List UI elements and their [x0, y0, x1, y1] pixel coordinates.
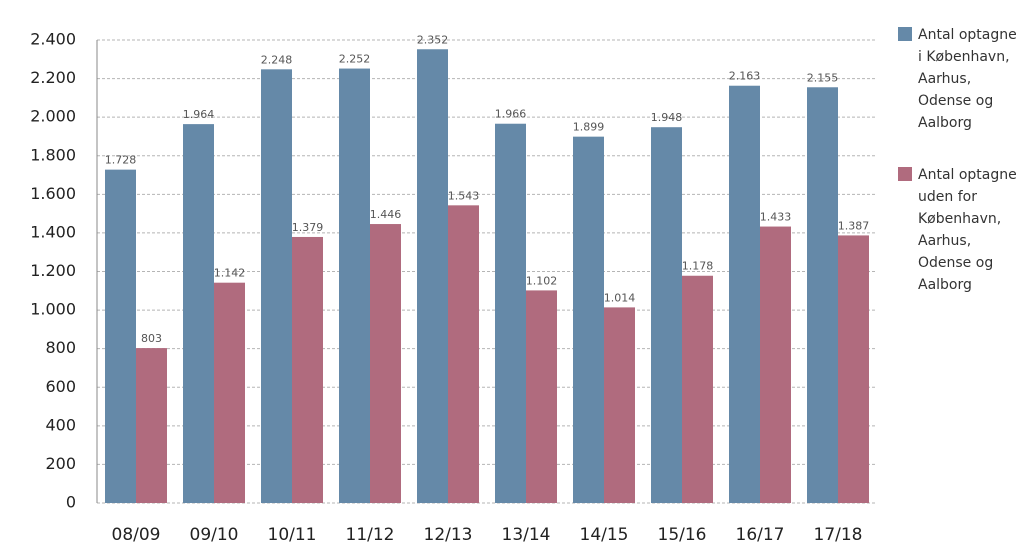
value-label: 1.433	[760, 211, 792, 224]
bar	[604, 307, 635, 503]
value-label: 1.899	[573, 121, 605, 134]
legend-swatch	[898, 167, 912, 181]
value-label: 1.543	[448, 189, 480, 202]
value-label: 1.387	[838, 219, 870, 232]
bar	[261, 69, 292, 503]
value-label: 2.155	[807, 71, 839, 84]
y-tick-label: 400	[45, 415, 76, 434]
bar	[729, 85, 760, 503]
x-tick-label: 13/14	[502, 525, 551, 545]
x-tick-label: 15/16	[658, 525, 707, 545]
value-label: 1.966	[495, 108, 527, 121]
bar	[183, 124, 214, 503]
y-tick-label: 1.600	[30, 184, 76, 203]
bar	[807, 87, 838, 503]
bar	[339, 68, 370, 503]
legend-label: Antal optagne i København, Aarhus, Odens…	[918, 27, 1017, 131]
y-tick-label: 2.400	[30, 30, 76, 49]
x-tick-label: 11/12	[346, 525, 395, 545]
value-label: 1.142	[214, 267, 246, 280]
bar	[448, 205, 479, 503]
x-tick-label: 12/13	[424, 525, 473, 545]
y-tick-label: 200	[45, 454, 76, 473]
bar	[370, 224, 401, 504]
value-label: 803	[141, 332, 162, 345]
bar	[682, 275, 713, 503]
value-label: 1.948	[651, 111, 683, 124]
legend-item: Antal optagne i København, Aarhus, Odens…	[898, 24, 1018, 164]
bar	[838, 235, 869, 504]
value-label: 1.728	[105, 154, 137, 167]
bar	[292, 236, 323, 504]
y-tick-label: 1.800	[30, 145, 76, 164]
bar	[573, 136, 604, 503]
value-label: 2.163	[729, 70, 761, 83]
x-tick-label: 08/09	[112, 525, 161, 545]
value-label: 1.178	[682, 260, 714, 273]
bar	[760, 226, 791, 503]
bar	[136, 348, 167, 503]
x-tick-label: 14/15	[580, 525, 629, 545]
legend-swatch	[898, 27, 912, 41]
value-label: 2.252	[339, 53, 371, 66]
x-tick-label: 10/11	[268, 525, 317, 545]
x-tick-label: 17/18	[814, 525, 863, 545]
y-tick-label: 800	[45, 338, 76, 357]
y-tick-label: 1.400	[30, 222, 76, 241]
y-tick-label: 1.000	[30, 300, 76, 319]
bar	[105, 169, 136, 503]
bar	[214, 282, 245, 503]
y-tick-label: 2.200	[30, 68, 76, 87]
value-label: 1.446	[370, 208, 402, 221]
legend-label: Antal optagne uden for København, Aarhus…	[918, 167, 1017, 293]
x-tick-label: 09/10	[190, 525, 239, 545]
value-label: 2.248	[261, 53, 293, 66]
value-label: 1.014	[604, 291, 636, 304]
y-tick-label: 1.200	[30, 261, 76, 280]
y-tick-label: 600	[45, 377, 76, 396]
legend: Antal optagne i København, Aarhus, Odens…	[898, 24, 1018, 304]
y-tick-label: 2.000	[30, 107, 76, 126]
bar	[651, 127, 682, 503]
value-label: 2.352	[417, 33, 449, 46]
bar	[495, 123, 526, 503]
value-label: 1.964	[183, 108, 215, 121]
value-label: 1.102	[526, 274, 558, 287]
y-tick-label: 0	[66, 493, 76, 512]
legend-item: Antal optagne uden for København, Aarhus…	[898, 164, 1018, 304]
bar	[417, 49, 448, 503]
x-tick-label: 16/17	[736, 525, 785, 545]
value-label: 1.379	[292, 221, 324, 234]
bar	[526, 290, 557, 503]
